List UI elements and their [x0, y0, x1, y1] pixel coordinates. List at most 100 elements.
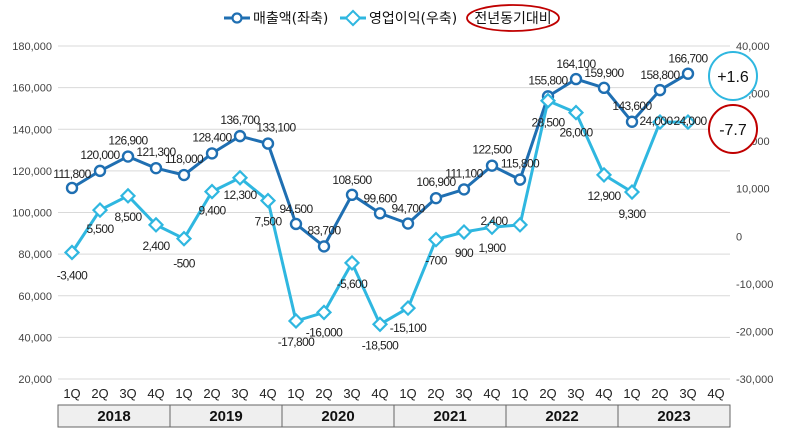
right-tick-label: -10,000 [736, 279, 773, 291]
data-labels-profit: -3,4005,5008,5002,400-5009,40012,3007,50… [57, 114, 708, 352]
data-label: -700 [425, 254, 448, 268]
year-label: 2021 [433, 408, 466, 425]
data-point [625, 115, 639, 128]
legend-item-profit: 영업이익(우축) [340, 9, 457, 27]
x-tick-label: 1Q [623, 386, 640, 401]
legend-item-sales: 매출액(좌축) [224, 11, 328, 27]
data-label: 164,100 [556, 57, 596, 71]
year-box [617, 404, 731, 428]
data-point [569, 72, 583, 86]
data-label: -5,600 [337, 277, 368, 291]
data-point [681, 67, 695, 80]
data-point [651, 114, 669, 131]
data-point [175, 230, 193, 247]
data-label: 106,900 [416, 175, 456, 189]
data-point [63, 244, 81, 261]
data-point [231, 169, 249, 186]
data-label: 128,400 [192, 130, 232, 144]
data-label: 133,100 [256, 121, 296, 135]
data-point [597, 81, 611, 95]
data-label: 24,000 [639, 114, 673, 128]
badge-sales-circle [708, 51, 758, 101]
data-point [429, 191, 443, 205]
x-tick-label: 1Q [63, 386, 80, 401]
x-tick-label: 4Q [371, 386, 388, 401]
right-axis: -30,000-20,000-10,000010,00020,00030,000… [736, 41, 773, 386]
data-point [65, 181, 79, 195]
data-point [427, 231, 445, 248]
right-tick-label: 40,000 [736, 41, 770, 53]
data-point [623, 183, 641, 201]
data-point [371, 316, 389, 333]
left-tick-label: 100,000 [12, 208, 52, 220]
left-tick-label: 160,000 [12, 83, 52, 95]
data-label: 108,500 [332, 173, 372, 187]
data-label: -15,100 [390, 321, 427, 335]
data-label: 115,800 [501, 157, 540, 171]
badge-profit-circle [708, 104, 758, 154]
data-label: -17,800 [278, 335, 315, 349]
x-tick-label: 4Q [147, 386, 164, 401]
left-tick-label: 140,000 [12, 124, 52, 136]
data-label: 12,300 [223, 188, 257, 202]
data-point [121, 150, 135, 163]
data-point [343, 254, 361, 271]
data-label: 121,300 [136, 145, 176, 159]
data-label: 2,400 [142, 239, 170, 253]
data-label: 118,000 [165, 152, 204, 166]
data-label: 111,100 [445, 166, 483, 180]
x-tick-label: 4Q [707, 386, 724, 401]
data-point [373, 207, 387, 220]
right-tick-label: -20,000 [736, 326, 773, 338]
data-label: 159,900 [584, 66, 624, 80]
data-point [483, 219, 501, 236]
legend-marker-sales [231, 12, 243, 24]
x-tick-label: 3Q [567, 386, 584, 401]
data-label: 155,800 [528, 73, 568, 87]
data-label: 9,400 [198, 204, 226, 218]
data-point [261, 137, 275, 150]
data-label: 136,700 [220, 113, 260, 127]
data-point [679, 114, 697, 131]
data-point [259, 192, 277, 209]
x-tick-label: 4Q [259, 386, 276, 401]
x-tick-label: 1Q [511, 386, 528, 401]
data-point [539, 92, 557, 109]
x-tick-label: 4Q [595, 386, 612, 401]
data-label: 94,700 [391, 202, 425, 216]
data-label: 143,600 [612, 99, 652, 113]
data-point [149, 161, 163, 175]
data-label: -18,500 [362, 338, 399, 352]
data-label: -16,000 [306, 325, 343, 339]
series-profit [63, 92, 697, 333]
data-point [119, 187, 137, 204]
data-point [91, 202, 109, 219]
data-point [485, 159, 499, 172]
right-tick-label: -30,000 [736, 374, 773, 386]
left-axis: 20,000 40,000 60,000 80,000 100,000 120,000 14… [12, 41, 52, 386]
x-tick-label: 2Q [539, 386, 556, 401]
left-tick-label: 120,000 [12, 166, 52, 178]
data-point [595, 166, 613, 183]
left-tick-label: 180,000 [12, 41, 52, 53]
data-point [203, 183, 221, 200]
badge-sales-text: +1.6 [717, 69, 749, 86]
data-point [567, 104, 585, 121]
data-point [401, 217, 415, 230]
x-tick-label: 2Q [203, 386, 220, 401]
data-point [345, 188, 359, 202]
data-point [399, 300, 417, 317]
data-label: 5,500 [86, 222, 114, 236]
data-label: 26,000 [559, 126, 593, 140]
x-tick-label: 1Q [287, 386, 304, 401]
legend-note-ellipse [466, 4, 560, 32]
year-label: 2019 [209, 408, 242, 425]
data-point [513, 173, 527, 186]
data-label: 120,000 [80, 148, 120, 162]
x-tick-label: 2Q [315, 386, 332, 401]
data-label: 24,000 [673, 114, 707, 128]
data-point [455, 223, 473, 241]
x-tick-label: 3Q [231, 386, 248, 401]
